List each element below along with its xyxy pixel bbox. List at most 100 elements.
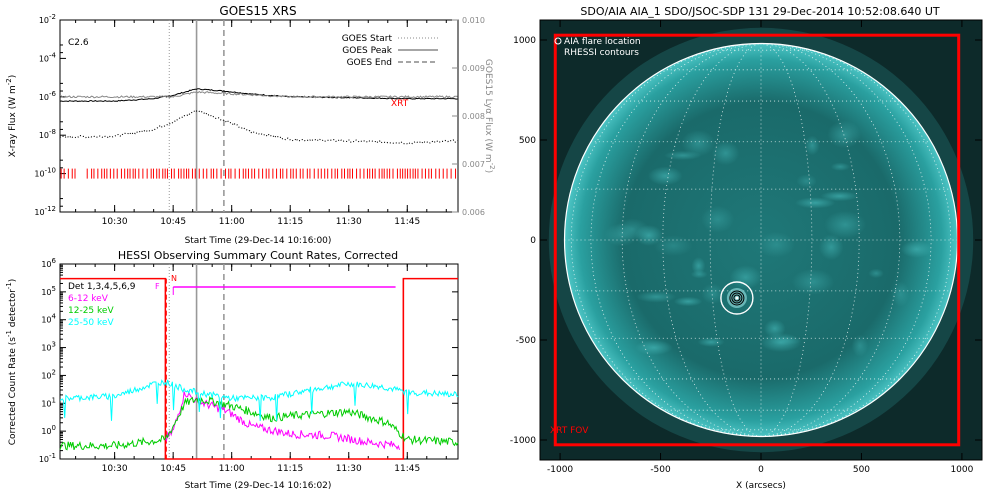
goes-series-1: [59, 109, 458, 145]
aia-title: SDO/AIA AIA_1 SDO/JSOC-SDP 131 29-Dec-20…: [580, 5, 939, 18]
y-tick-label: 101: [41, 396, 56, 408]
aia-flare-marker: [720, 281, 754, 315]
aia-y-tick-label: -1000: [510, 436, 536, 446]
y-tick-label: 10-4: [39, 51, 57, 63]
rhessi-contour: [729, 290, 745, 306]
active-region: [795, 197, 836, 209]
active-region: [868, 268, 884, 279]
aia-y-tick-label: 500: [519, 136, 536, 146]
y-tick-label: 10-10: [34, 167, 56, 179]
flare-location-circle: [720, 281, 754, 315]
y-tick-label: 10-8: [39, 128, 56, 140]
hessi-x-label: Start Time (29-Dec-14 10:16:02): [185, 481, 332, 491]
hessi-event-lines: [168, 264, 225, 459]
legend-25-50-kev: 25-50 keV: [68, 318, 114, 328]
hessi-legend-title: Det 1,3,4,5,6,9: [68, 282, 136, 292]
aia-x-tick-label: -500: [650, 465, 671, 475]
x-tick-label: 10:30: [102, 464, 128, 474]
hessi-y-axis: 10-1 100 101 102 103 104 105 106: [39, 257, 458, 464]
active-region: [636, 291, 677, 303]
goes-legend: GOES Start GOES Peak GOES End: [342, 34, 438, 68]
goes-panel: GOES15 XRS 10-12 10-10 10-8 10-6 10-4 10-2 0.…: [5, 4, 496, 246]
active-region: [647, 166, 683, 186]
y-tick-label: 10-1: [39, 452, 56, 464]
x-tick-label: 11:15: [277, 464, 303, 474]
hessi-y-label: Corrected Count Rate (s-1 detector-1): [5, 279, 18, 446]
aia-legend-flare: AIA flare location: [564, 37, 641, 47]
active-region: [654, 235, 693, 257]
right-tick-label: 0.010: [462, 16, 485, 25]
longitude-line: [709, 43, 762, 437]
aia-x-tick-label: 1000: [950, 465, 973, 475]
xrt-fov-box: [553, 33, 961, 447]
active-region: [757, 231, 795, 258]
goes-x-axis: 10:30 10:45 11:00 11:15 11:30 11:45: [75, 20, 447, 227]
right-tick-label: 0.006: [462, 208, 485, 217]
goes-y-axis: 10-12 10-10 10-8 10-6 10-4 10-2: [34, 13, 66, 217]
y-tick-label: 106: [41, 257, 56, 269]
x-tick-label: 11:45: [394, 217, 420, 227]
hessi-series: [59, 379, 459, 451]
active-region: [827, 120, 862, 149]
aia-x-tick-label: 500: [853, 465, 870, 475]
active-region: [851, 334, 869, 357]
hessi-legend: Det 1,3,4,5,6,9 6-12 keV 12-25 keV 25-50…: [68, 282, 136, 328]
active-region: [804, 135, 820, 156]
right-tick-label: 0.007: [462, 160, 485, 169]
x-tick-label: 11:30: [336, 217, 362, 227]
active-region: [697, 337, 725, 347]
goes-series-2: [60, 90, 458, 99]
aia-x-axis: -1000 -500 0 500 1000: [547, 20, 974, 475]
right-tick-label: 0.008: [462, 112, 485, 121]
hessi-attenuator-state: [60, 277, 458, 460]
x-tick-label: 10:45: [160, 217, 186, 227]
goes-y-label: X-ray Flux (W m-2): [5, 75, 18, 157]
active-region: [763, 319, 786, 338]
aia-y-axis: -1000 -500 0 500 1000: [510, 36, 982, 446]
aia-heliographic-grid: [564, 43, 958, 437]
active-region: [791, 269, 835, 295]
legend-goes-start: GOES Start: [342, 34, 393, 44]
y-tick-label: 105: [41, 285, 56, 297]
active-region: [701, 283, 725, 305]
y-tick-label: 100: [41, 424, 56, 436]
active-region: [700, 205, 735, 233]
legend-12-25-kev: 12-25 keV: [68, 306, 114, 316]
active-region: [820, 191, 859, 202]
hessi-title: HESSI Observing Summary Count Rates, Cor…: [118, 249, 398, 262]
hessi-flag-f: F: [155, 282, 160, 291]
aia-panel: SDO/AIA AIA_1 SDO/JSOC-SDP 131 29-Dec-20…: [510, 5, 983, 491]
goes-right-y-label: GOES15 Lyα Flux (W m-2): [483, 59, 496, 173]
aia-active-regions: [604, 120, 933, 357]
active-region: [824, 210, 866, 239]
aia-legend: AIA flare location RHESSI contours: [554, 37, 641, 58]
y-tick-label: 102: [41, 368, 56, 380]
aia-x-tick-label: 0: [758, 465, 764, 475]
flare-center: [735, 296, 739, 300]
longitude-line: [760, 43, 932, 437]
y-tick-label: 103: [41, 341, 56, 353]
x-tick-label: 11:30: [336, 464, 362, 474]
active-region: [664, 150, 702, 161]
hessi-panel: HESSI Observing Summary Count Rates, Cor…: [5, 249, 459, 491]
x-tick-label: 11:00: [219, 464, 245, 474]
goes-plot-frame: [59, 19, 459, 213]
legend-goes-peak: GOES Peak: [342, 46, 392, 56]
active-region: [760, 332, 802, 352]
active-region: [818, 234, 844, 261]
x-tick-label: 11:45: [394, 464, 420, 474]
goes-right-axis: 0.006 0.007 0.008 0.009 0.010: [452, 16, 485, 217]
legend-6-12-kev: 6-12 keV: [68, 294, 109, 304]
rhessi-contour: [731, 292, 743, 304]
hessi-plot-frame: [59, 263, 459, 460]
x-tick-label: 10:30: [102, 217, 128, 227]
active-region: [691, 257, 706, 275]
hessi-flag-n: N: [171, 274, 177, 283]
y-tick-label: 10-12: [34, 205, 56, 217]
aia-legend-circle-icon: [554, 37, 562, 45]
aia-y-tick-label: 0: [530, 236, 536, 246]
goes-xrt-coverage: [60, 168, 457, 179]
x-tick-label: 11:15: [277, 217, 303, 227]
aia-legend-rhessi: RHESSI contours: [564, 48, 639, 58]
